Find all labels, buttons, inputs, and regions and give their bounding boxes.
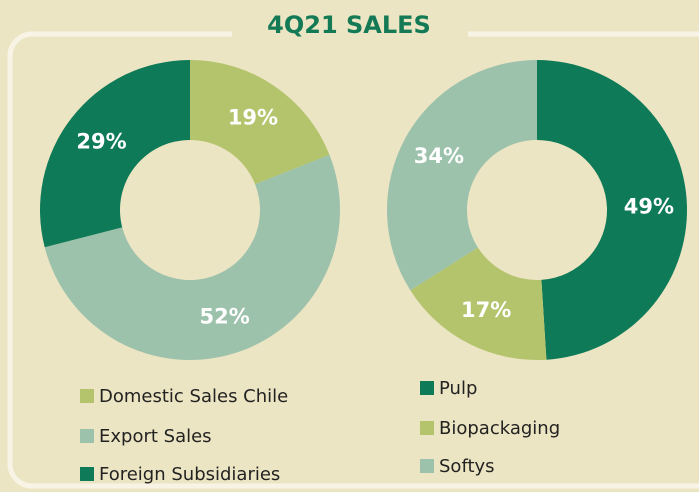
legend-label: Biopackaging — [439, 418, 560, 439]
donut-segment — [39, 60, 190, 248]
data-label: 19% — [228, 105, 278, 129]
legend-swatch — [80, 389, 94, 403]
legend-swatch — [80, 429, 94, 443]
data-label: 17% — [461, 298, 511, 322]
data-label: 49% — [624, 194, 674, 218]
legend-swatch — [420, 381, 434, 395]
legend-label: Softys — [439, 456, 495, 477]
legend-label: Domestic Sales Chile — [99, 386, 288, 407]
donut-segment — [44, 154, 341, 361]
donut-segment — [410, 247, 547, 360]
legend-label: Pulp — [439, 378, 477, 399]
data-label: 34% — [414, 144, 464, 168]
legend-swatch — [420, 421, 434, 435]
title-gap — [232, 18, 468, 52]
data-label: 52% — [199, 305, 249, 329]
legend-label: Export Sales — [99, 426, 212, 447]
legend-swatch — [420, 459, 434, 473]
chart-title: 4Q21 SALES — [267, 11, 431, 39]
donut-segment — [537, 60, 687, 360]
legend-swatch — [80, 467, 94, 481]
donut-segment — [190, 60, 330, 185]
donut-segment — [387, 60, 537, 291]
legend-label: Foreign Subsidiaries — [99, 464, 280, 485]
data-label: 29% — [76, 129, 126, 153]
